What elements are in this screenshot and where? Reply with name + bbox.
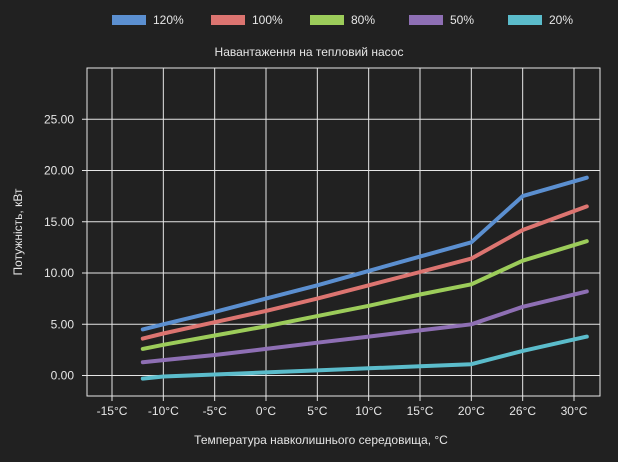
legend-label-80pct[interactable]: 80%	[351, 13, 375, 27]
legend-label-100pct[interactable]: 100%	[252, 13, 283, 27]
x-axis-title: Температура навколишнього середовища, °C	[194, 433, 448, 447]
chart-title: Навантаження на тепловий насос	[215, 45, 404, 59]
x-tick-label: 0°C	[256, 404, 276, 418]
series-line-120pct	[140, 175, 589, 332]
legend-swatch-100pct[interactable]	[211, 15, 245, 25]
legend-label-50pct[interactable]: 50%	[450, 13, 474, 27]
x-tick-label: -15°C	[97, 404, 128, 418]
x-tick-label: -5°C	[203, 404, 227, 418]
legend-swatch-80pct[interactable]	[310, 15, 344, 25]
x-tick-label: 26°C	[509, 404, 536, 418]
series-line-100pct	[140, 204, 589, 341]
y-axis-title: Потужність, кВт	[11, 188, 25, 275]
plot-frame	[86, 67, 601, 397]
series-line-50pct	[140, 289, 589, 365]
series-line-80pct	[140, 239, 589, 351]
legend-label-120pct[interactable]: 120%	[153, 13, 184, 27]
legend-swatch-50pct[interactable]	[409, 15, 443, 25]
y-tick-label: 15.00	[44, 215, 74, 229]
legend-label-20pct[interactable]: 20%	[549, 13, 573, 27]
x-tick-label: 10°C	[355, 404, 382, 418]
y-tick-label: 25.00	[44, 112, 74, 126]
y-tick-label: 20.00	[44, 164, 74, 178]
series-line-20pct	[140, 334, 589, 381]
x-tick-label: 15°C	[407, 404, 434, 418]
x-tick-label: 5°C	[307, 404, 327, 418]
x-tick-label: 20°C	[458, 404, 485, 418]
x-tick-label: -10°C	[148, 404, 179, 418]
legend-swatch-120pct[interactable]	[112, 15, 146, 25]
y-tick-label: 0.00	[51, 369, 75, 383]
legend-swatch-20pct[interactable]	[508, 15, 542, 25]
y-tick-label: 10.00	[44, 266, 74, 280]
y-tick-label: 5.00	[51, 317, 75, 331]
x-tick-label: 30°C	[561, 404, 588, 418]
